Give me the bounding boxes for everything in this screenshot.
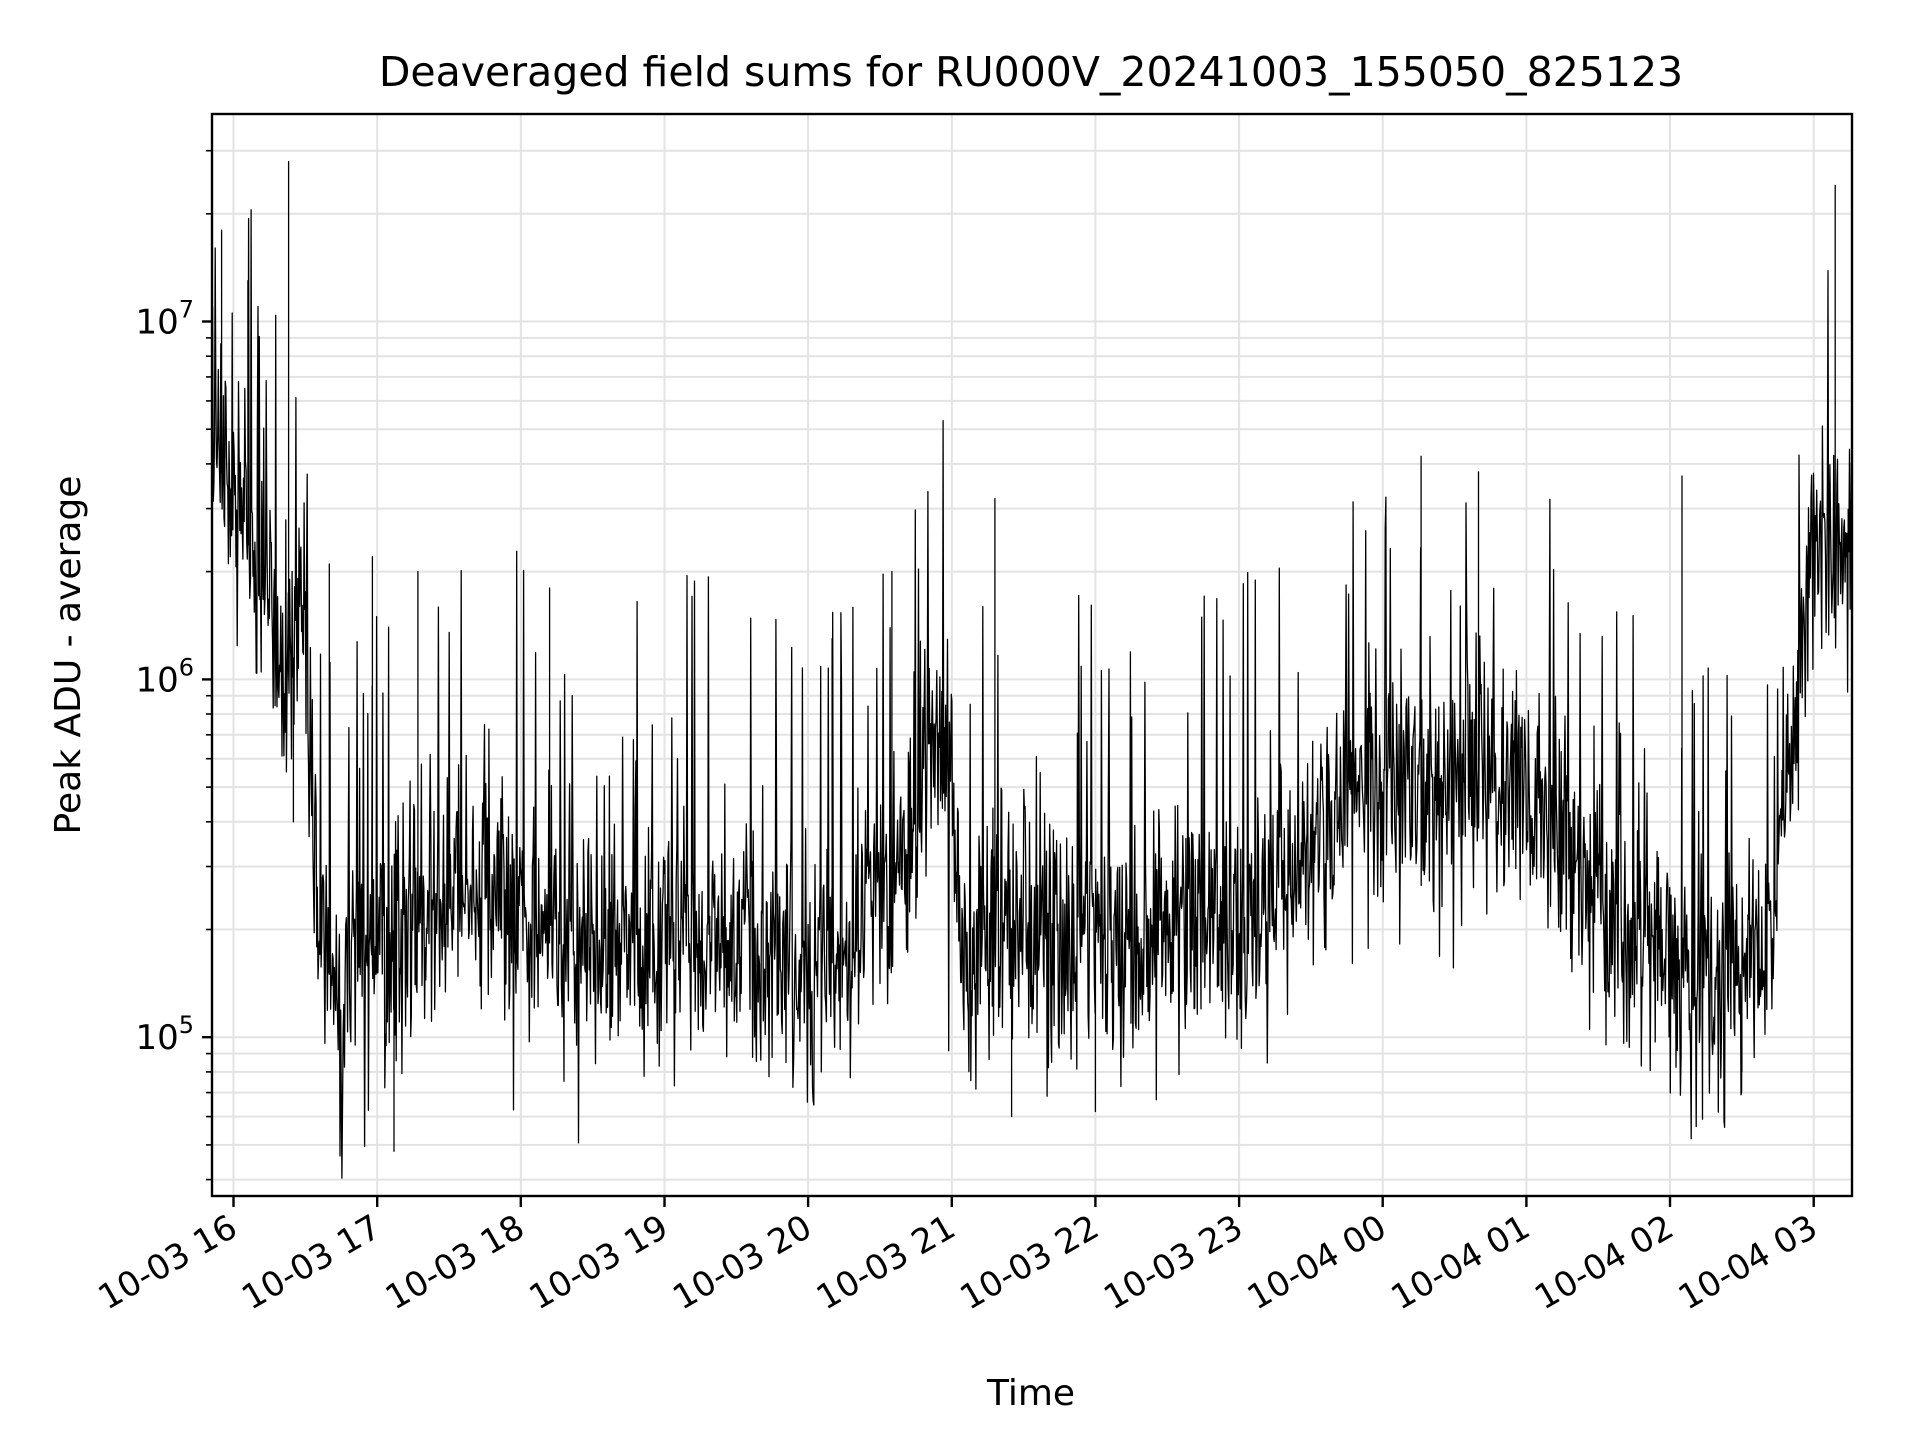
series-line (211, 160, 1853, 1179)
chart-title: Deaveraged field sums for RU000V_2024100… (379, 48, 1683, 96)
y-axis-label: Peak ADU - average (48, 476, 89, 835)
x-axis-label: Time (986, 1373, 1075, 1414)
y-tick-label: 106 (135, 653, 194, 700)
y-tick-label: 105 (135, 1011, 194, 1058)
y-axis: 105 106 107 (135, 149, 212, 1181)
axes-frame (210, 112, 1854, 1198)
plot-area (211, 160, 1853, 1179)
y-tick-label: 107 (135, 296, 194, 343)
